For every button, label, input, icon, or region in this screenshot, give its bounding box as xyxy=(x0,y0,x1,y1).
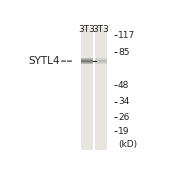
Bar xyxy=(95,27,107,150)
Text: 48: 48 xyxy=(118,81,129,90)
Text: 117: 117 xyxy=(118,31,135,40)
Text: 3T3: 3T3 xyxy=(92,25,109,34)
Text: 3T3: 3T3 xyxy=(78,25,95,34)
Text: 19: 19 xyxy=(118,127,130,136)
Text: 26: 26 xyxy=(118,113,129,122)
Text: (kD): (kD) xyxy=(118,140,137,149)
Text: 85: 85 xyxy=(118,48,130,57)
Bar xyxy=(81,27,93,150)
Text: 34: 34 xyxy=(118,98,129,107)
Text: SYTL4: SYTL4 xyxy=(28,56,60,66)
